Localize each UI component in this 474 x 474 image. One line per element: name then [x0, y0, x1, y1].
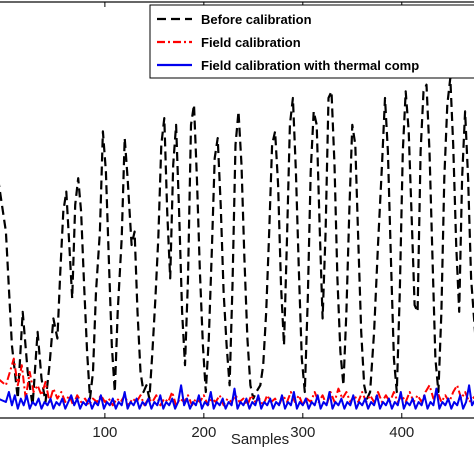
- legend-box: [149, 4, 474, 79]
- legend: Before calibration Field calibration Field…: [149, 4, 474, 79]
- x-tick-label: 200: [191, 424, 216, 441]
- x-tick-label: 300: [290, 424, 315, 441]
- axes-box: [0, 1, 474, 419]
- legend-label-3: Field calibration with thermal comp: [201, 58, 419, 73]
- legend-items: Before calibration Field calibration Field…: [157, 12, 419, 73]
- series-layer: [0, 76, 474, 410]
- legend-label-2: Field calibration: [201, 35, 301, 50]
- series-line-2: [0, 357, 474, 407]
- x-tick-label: 100: [92, 424, 117, 441]
- x-tick-label: 400: [389, 424, 414, 441]
- series-line-3: [0, 384, 474, 410]
- x-axis-label: Samples: [231, 431, 289, 448]
- legend-label-1: Before calibration: [201, 12, 312, 27]
- series-line-1: [0, 76, 474, 407]
